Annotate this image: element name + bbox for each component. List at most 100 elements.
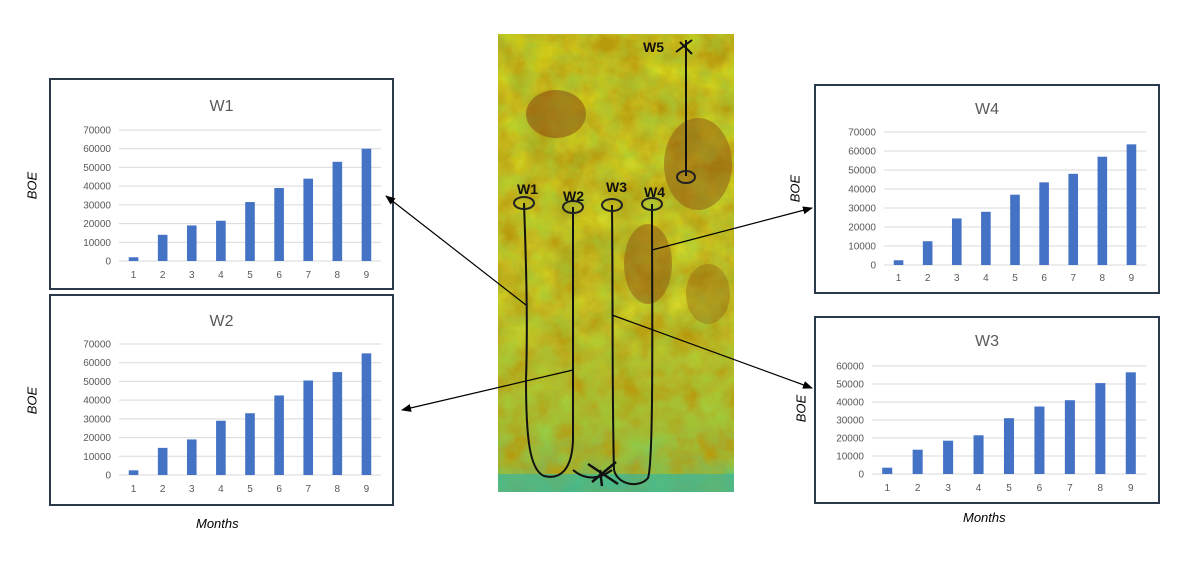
y-tick-label: 20000	[83, 433, 111, 444]
x-tick-label: 8	[335, 484, 341, 495]
well-marker-w5	[676, 170, 696, 184]
bar	[274, 395, 284, 475]
y-tick-label: 70000	[83, 340, 111, 351]
y-tick-label: 40000	[848, 185, 876, 196]
y-tick-label: 50000	[83, 377, 111, 388]
x-tick-label: 7	[305, 484, 311, 495]
bar	[1034, 406, 1045, 474]
bar	[361, 353, 372, 475]
bar	[245, 202, 255, 261]
x-tick-label: 6	[276, 484, 282, 495]
y-tick-label: 20000	[848, 223, 876, 234]
y-tick-label: 20000	[83, 219, 111, 230]
bar	[128, 257, 139, 261]
bar	[216, 420, 226, 475]
bar	[922, 241, 933, 265]
well-marker-w4	[641, 197, 663, 211]
y-tick-label: 60000	[836, 362, 864, 373]
arrow-to-w1	[385, 195, 527, 306]
bar	[893, 260, 904, 265]
y-tick-label: 70000	[848, 128, 876, 139]
x-tick-label: 5	[1012, 273, 1018, 284]
bar	[1039, 182, 1049, 265]
x-tick-label: 9	[1128, 483, 1134, 494]
y-tick-label: 40000	[83, 396, 111, 407]
x-tick-label: 2	[160, 484, 166, 495]
bar	[951, 218, 962, 265]
chart-w1: W1 0 10000 20000 30000 40000 50000 60000 70000 1 2…	[83, 98, 381, 281]
bar	[274, 188, 284, 261]
y-tick-label: 0	[105, 471, 111, 482]
x-tick-label: 6	[1037, 483, 1043, 494]
x-tick-label: 2	[915, 483, 921, 494]
y-tick-label: 10000	[836, 452, 864, 463]
x-tick-label: 7	[1067, 483, 1073, 494]
rig-icon-bottom	[587, 461, 619, 487]
bar	[912, 449, 923, 474]
x-tick-label: 4	[218, 270, 224, 281]
bar	[332, 372, 343, 475]
chart-w4: W4 0 10000 20000 30000 40000 50000 60000 70000 1 2…	[848, 101, 1146, 284]
chart-w3: W3 0 10000 20000 30000 40000 50000 60000 1 2 3 4 5 6 7…	[836, 333, 1146, 494]
y-tick-label: 50000	[848, 166, 876, 177]
x-tick-label: 5	[247, 484, 253, 495]
y-tick-label: 60000	[848, 147, 876, 158]
terrain-map	[498, 34, 734, 492]
bar	[157, 234, 168, 261]
x-tick-label: 8	[335, 270, 341, 281]
y-tick-label: 70000	[83, 126, 111, 137]
chart-panel-w4: W4 0 10000 20000 30000 40000 50000 60000 70000 1 2…	[814, 84, 1160, 294]
chart-w2-xlabel: Months	[196, 516, 239, 531]
rig-icon-top	[675, 39, 693, 55]
arrow-to-w4	[651, 206, 813, 251]
y-tick-label: 30000	[848, 204, 876, 215]
bar	[1095, 383, 1106, 474]
bar	[1068, 173, 1079, 265]
x-tick-label: 9	[364, 270, 370, 281]
well-marker-w2	[562, 200, 584, 214]
bar	[332, 161, 343, 261]
well-path-connector	[572, 469, 613, 479]
y-tick-label: 10000	[83, 238, 111, 249]
bar	[216, 220, 226, 261]
x-tick-label: 4	[976, 483, 982, 494]
well-marker-w3	[601, 198, 623, 212]
y-tick-label: 60000	[83, 358, 111, 369]
y-tick-label: 10000	[83, 452, 111, 463]
y-tick-label: 20000	[836, 434, 864, 445]
chart-title: W3	[975, 333, 999, 350]
chart-w2: W2 0 10000 20000 30000 40000 50000 60000 70000 1 2…	[83, 313, 381, 495]
bar	[1003, 418, 1015, 474]
chart-title: W4	[975, 101, 999, 118]
x-tick-label: 9	[1129, 273, 1135, 284]
y-tick-label: 30000	[83, 414, 111, 425]
x-tick-label: 6	[1041, 273, 1047, 284]
well-marker-w1	[513, 196, 535, 210]
x-tick-label: 2	[925, 273, 931, 284]
chart-panel-w1: W1 0 10000 20000 30000 40000 50000 60000 70000 1 2…	[49, 78, 394, 290]
well-label-w1: W1	[517, 181, 538, 197]
y-tick-label: 0	[858, 470, 864, 481]
arrow-to-w2	[401, 369, 574, 412]
bar	[882, 467, 893, 474]
chart-w3-xlabel: Months	[963, 510, 1006, 525]
x-tick-label: 3	[189, 270, 195, 281]
bar	[1125, 372, 1136, 474]
x-tick-label: 8	[1100, 273, 1106, 284]
bar	[1097, 156, 1108, 265]
bar	[186, 439, 197, 475]
well-path-w1-w2	[523, 202, 574, 478]
bar	[1064, 400, 1075, 474]
bar	[245, 413, 255, 475]
well-path-w3-w4	[611, 203, 654, 486]
x-tick-label: 7	[305, 270, 311, 281]
y-tick-label: 0	[105, 257, 111, 268]
chart-panel-w2: W2 0 10000 20000 30000 40000 50000 60000 70000 1 2…	[49, 294, 394, 506]
x-tick-label: 6	[276, 270, 282, 281]
y-tick-label: 50000	[83, 163, 111, 174]
bar	[303, 178, 314, 261]
well-label-w5: W5	[643, 39, 664, 55]
y-tick-label: 50000	[836, 380, 864, 391]
bar	[981, 211, 991, 265]
